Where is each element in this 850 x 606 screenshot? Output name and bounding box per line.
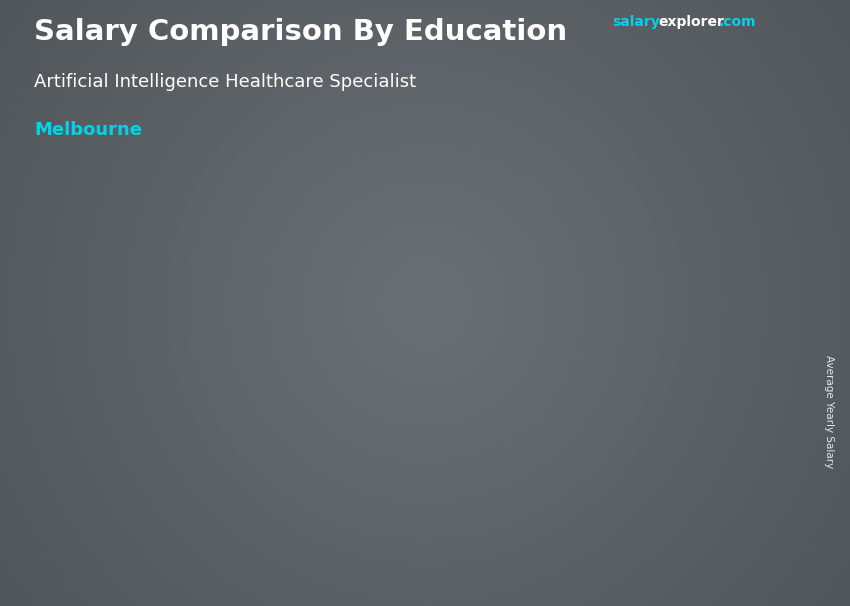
Text: salary: salary — [612, 15, 660, 29]
Text: Certificate or
Diploma: Certificate or Diploma — [102, 599, 202, 606]
Polygon shape — [363, 330, 468, 343]
Bar — [363, 343, 448, 576]
Text: Salary Comparison By Education: Salary Comparison By Education — [34, 18, 567, 46]
Text: 159,000 AUD: 159,000 AUD — [335, 321, 436, 336]
Text: +33%: +33% — [489, 225, 565, 250]
Text: Bachelor's
Degree: Bachelor's Degree — [376, 599, 456, 606]
Polygon shape — [714, 48, 769, 121]
Polygon shape — [99, 422, 205, 430]
Polygon shape — [184, 422, 205, 576]
Polygon shape — [448, 330, 468, 576]
Text: Artificial Intelligence Healthcare Specialist: Artificial Intelligence Healthcare Speci… — [34, 73, 416, 91]
Text: Melbourne: Melbourne — [34, 121, 142, 139]
Polygon shape — [626, 250, 732, 267]
Bar — [99, 430, 184, 576]
Bar — [626, 267, 711, 576]
Text: +59%: +59% — [212, 327, 288, 351]
Text: 211,000 AUD: 211,000 AUD — [706, 244, 807, 259]
Text: Average Yearly Salary: Average Yearly Salary — [824, 356, 834, 468]
Text: Master's
Degree: Master's Degree — [647, 599, 711, 606]
Text: .com: .com — [718, 15, 756, 29]
Polygon shape — [711, 250, 732, 576]
Text: explorer: explorer — [659, 15, 724, 29]
Text: 99,500 AUD: 99,500 AUD — [65, 408, 156, 422]
